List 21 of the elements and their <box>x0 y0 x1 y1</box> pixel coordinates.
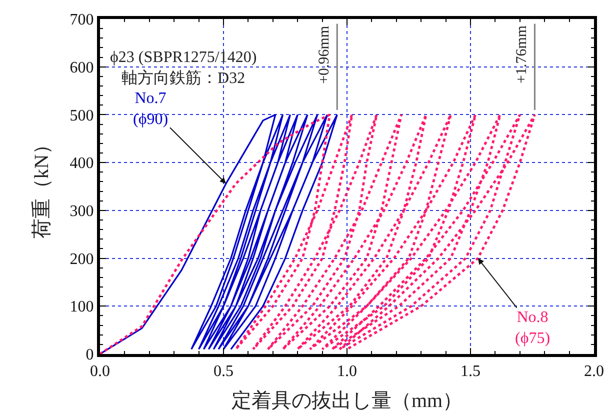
x-tick-label: 0.0 <box>90 363 110 380</box>
y-tick-label: 200 <box>70 250 94 268</box>
x-tick-label: 0.5 <box>214 363 234 380</box>
y-tick-label: 600 <box>70 59 94 76</box>
y-tick-label: 0 <box>86 346 94 364</box>
ref-line-label: +1.76mm <box>514 25 530 84</box>
x-tick-label: 2.0 <box>584 363 604 380</box>
x-tick-label: 1.0 <box>337 363 357 380</box>
x-axis-title: 定着具の抜出し量（mm） <box>231 389 463 412</box>
y-axis-title: 荷重（kN） <box>31 134 53 239</box>
ref-line-label: +0.96mm <box>316 26 332 84</box>
annotation: No.8 (ϕ75) <box>515 309 550 347</box>
y-tick-label: 300 <box>70 203 94 220</box>
y-tick-label: 400 <box>70 155 94 172</box>
y-tick-label: 700 <box>70 12 94 29</box>
annotation: ϕ23 (SBPR1275/1420) 軸方向鉄筋：D32 <box>110 49 257 87</box>
y-tick-label: 500 <box>70 107 94 124</box>
line-series <box>100 114 338 354</box>
x-tick-label: 1.5 <box>460 363 480 380</box>
y-tick-label: 100 <box>70 298 94 316</box>
annotation: No.7 (ϕ90) <box>133 90 168 128</box>
